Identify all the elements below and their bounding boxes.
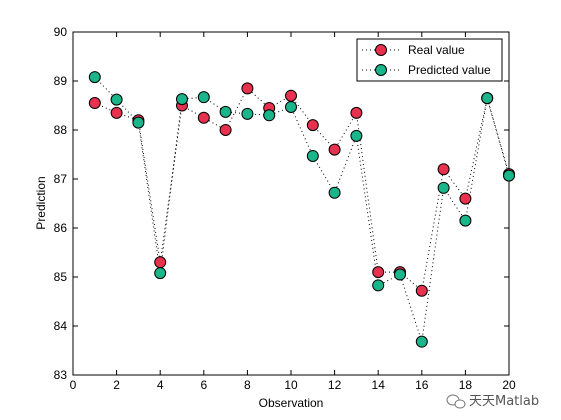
data-point-predicted xyxy=(306,149,319,162)
data-point-real xyxy=(372,266,385,279)
legend: Real value Predicted value xyxy=(356,38,503,82)
data-point-predicted xyxy=(197,91,210,104)
data-point-predicted xyxy=(415,335,428,348)
watermark: 天天Matlab xyxy=(446,394,539,409)
plot-area xyxy=(72,31,510,376)
x-tick-label: 6 xyxy=(200,378,207,392)
data-point-predicted xyxy=(394,268,406,281)
data-point-predicted xyxy=(503,169,515,182)
legend-marker-real xyxy=(375,44,387,56)
data-point-predicted xyxy=(328,186,341,199)
data-point-predicted xyxy=(481,92,494,105)
x-tick-label: 8 xyxy=(244,378,251,392)
y-axis-ticks: 83 84 85 86 87 88 89 90 xyxy=(54,25,509,382)
data-point-real xyxy=(437,163,450,176)
x-axis-ticks: 0 2 4 6 8 10 12 14 16 18 20 xyxy=(70,32,516,392)
data-point-real xyxy=(459,192,472,205)
y-tick-label: 89 xyxy=(54,74,68,88)
data-point-predicted xyxy=(437,181,450,194)
x-tick-label: 2 xyxy=(113,378,120,392)
x-tick-label: 18 xyxy=(459,378,473,392)
wechat-icon xyxy=(446,394,466,409)
x-tick-label: 4 xyxy=(157,378,164,392)
y-tick-label: 83 xyxy=(54,368,68,382)
series-line-predicted xyxy=(94,76,510,342)
legend-label-real: Real value xyxy=(408,43,465,57)
x-tick-label: 0 xyxy=(70,378,77,392)
data-point-predicted xyxy=(350,129,363,142)
y-tick-label: 84 xyxy=(54,319,68,333)
data-point-real xyxy=(415,284,428,297)
data-point-real xyxy=(110,106,123,119)
data-point-predicted xyxy=(88,71,101,84)
data-point-real xyxy=(350,106,363,119)
x-tick-label: 12 xyxy=(328,378,342,392)
y-tick-label: 87 xyxy=(54,172,68,186)
data-point-real xyxy=(285,89,297,102)
y-tick-label: 88 xyxy=(54,123,68,137)
data-point-real xyxy=(197,111,210,124)
data-point-real xyxy=(328,143,341,156)
data-point-predicted xyxy=(176,93,188,106)
x-tick-label: 20 xyxy=(502,378,516,392)
legend-label-predicted: Predicted value xyxy=(408,63,491,77)
data-point-real xyxy=(88,97,101,110)
data-point-predicted xyxy=(241,107,254,120)
watermark-text: 天天Matlab xyxy=(469,394,539,409)
x-tick-label: 14 xyxy=(372,378,386,392)
data-point-predicted xyxy=(263,109,276,122)
series-layer xyxy=(88,71,515,348)
data-point-real xyxy=(306,119,319,132)
x-tick-label: 10 xyxy=(284,378,298,392)
y-tick-label: 85 xyxy=(54,270,68,284)
data-point-predicted xyxy=(459,214,472,227)
y-tick-label: 86 xyxy=(54,221,68,235)
y-tick-label: 90 xyxy=(54,25,68,39)
data-point-predicted xyxy=(285,100,297,113)
data-point-predicted xyxy=(219,105,232,118)
legend-marker-predicted xyxy=(375,64,387,76)
x-axis-label: Observation xyxy=(259,396,324,410)
data-point-predicted xyxy=(132,116,145,129)
data-point-real xyxy=(241,82,254,95)
y-axis-label: Prediction xyxy=(34,176,48,229)
data-point-real xyxy=(154,256,167,269)
data-point-real xyxy=(219,124,232,136)
x-tick-label: 16 xyxy=(415,378,429,392)
data-point-predicted xyxy=(110,93,123,106)
data-point-predicted xyxy=(154,267,167,280)
data-point-predicted xyxy=(372,279,385,292)
